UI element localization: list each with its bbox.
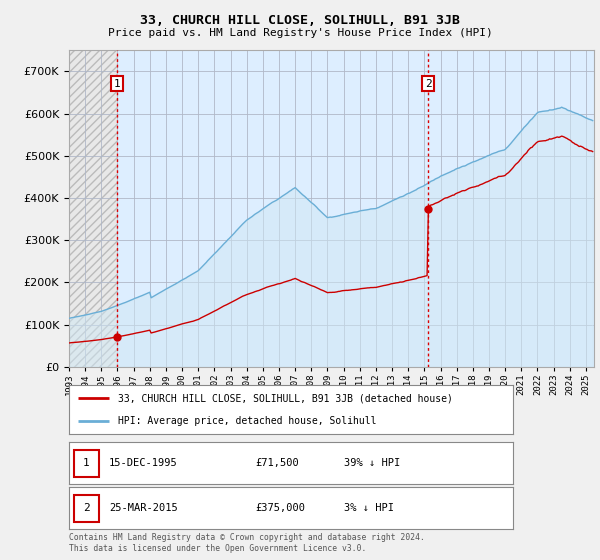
Text: 15-DEC-1995: 15-DEC-1995	[109, 459, 178, 468]
Text: £375,000: £375,000	[256, 503, 305, 513]
Text: 2: 2	[83, 503, 90, 513]
Text: 1: 1	[83, 459, 90, 468]
Text: 39% ↓ HPI: 39% ↓ HPI	[344, 459, 401, 468]
Text: £71,500: £71,500	[256, 459, 299, 468]
Bar	[69, 50, 117, 367]
FancyBboxPatch shape	[74, 494, 99, 522]
FancyBboxPatch shape	[74, 450, 99, 477]
Text: 1: 1	[113, 78, 120, 88]
Text: 2: 2	[425, 78, 431, 88]
Text: 25-MAR-2015: 25-MAR-2015	[109, 503, 178, 513]
Text: 3% ↓ HPI: 3% ↓ HPI	[344, 503, 394, 513]
Text: Contains HM Land Registry data © Crown copyright and database right 2024.
This d: Contains HM Land Registry data © Crown c…	[69, 533, 425, 553]
Text: HPI: Average price, detached house, Solihull: HPI: Average price, detached house, Soli…	[118, 416, 376, 426]
Text: 33, CHURCH HILL CLOSE, SOLIHULL, B91 3JB: 33, CHURCH HILL CLOSE, SOLIHULL, B91 3JB	[140, 14, 460, 27]
Bar	[69, 50, 117, 367]
Text: Price paid vs. HM Land Registry's House Price Index (HPI): Price paid vs. HM Land Registry's House …	[107, 28, 493, 38]
Text: 33, CHURCH HILL CLOSE, SOLIHULL, B91 3JB (detached house): 33, CHURCH HILL CLOSE, SOLIHULL, B91 3JB…	[118, 393, 453, 403]
Bar	[117, 50, 594, 367]
